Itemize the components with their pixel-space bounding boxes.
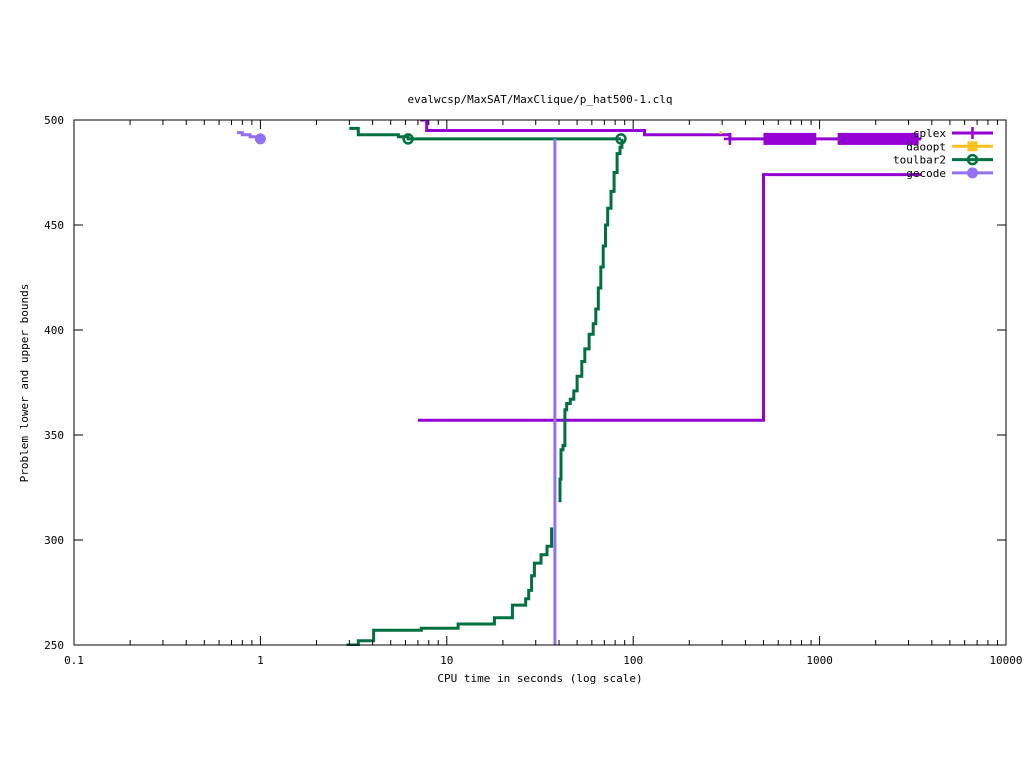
series-marker-cplex (723, 132, 736, 145)
series-dense-markers-cplex (763, 132, 817, 145)
x-tick-label: 0.1 (64, 654, 84, 667)
y-axis-label: Problem lower and upper bounds (18, 284, 31, 483)
series-layer (237, 120, 921, 646)
legend-entry-gecode: gecode (906, 167, 993, 180)
y-tick-label: 400 (44, 324, 64, 337)
series-line-toulbar2 (346, 527, 554, 646)
series-line-toulbar2 (558, 138, 624, 503)
legend-label: daoopt (906, 140, 946, 153)
legend-label: gecode (906, 167, 946, 180)
x-axis: 0.1 1 10 100 1000 10000 (64, 120, 1023, 667)
y-tick-label: 350 (44, 429, 64, 442)
series-marker-toulbar2 (615, 133, 627, 145)
series-marker-toulbar2 (402, 133, 414, 145)
plot-frame (73, 119, 1007, 646)
series-marker-gecode (254, 133, 266, 145)
x-tick-label: 1000 (806, 654, 833, 667)
legend-marker (967, 167, 978, 179)
legend-label: toulbar2 (893, 154, 946, 167)
series-line-toulbar2 (349, 126, 621, 141)
legend-marker (966, 127, 979, 139)
x-tick-label: 1 (257, 654, 264, 667)
chart-title: evalwcsp/MaxSAT/MaxClique/p_hat500-1.clq (408, 93, 673, 106)
y-tick-label: 300 (44, 534, 64, 547)
legend-entry-toulbar2: toulbar2 (893, 154, 993, 167)
series-line-cplex (417, 173, 921, 422)
x-tick-label: 10000 (989, 654, 1022, 667)
y-tick-label: 450 (44, 219, 64, 232)
legend-entry-daoopt: daoopt (906, 140, 993, 153)
legend-label: cplex (913, 127, 946, 140)
y-tick-label: 250 (44, 639, 64, 652)
y-axis: 250 300 350 400 450 500 (44, 114, 1006, 652)
legend-marker (967, 141, 978, 152)
marker-layer (254, 132, 736, 145)
y-tick-label: 500 (44, 114, 64, 127)
legend-marker (966, 153, 979, 166)
x-tick-label: 10 (440, 654, 453, 667)
series-dense-markers-cplex (837, 132, 919, 145)
x-tick-label: 100 (623, 654, 643, 667)
legend-entry-cplex: cplex (913, 127, 993, 140)
x-axis-label: CPU time in seconds (log scale) (437, 672, 642, 685)
